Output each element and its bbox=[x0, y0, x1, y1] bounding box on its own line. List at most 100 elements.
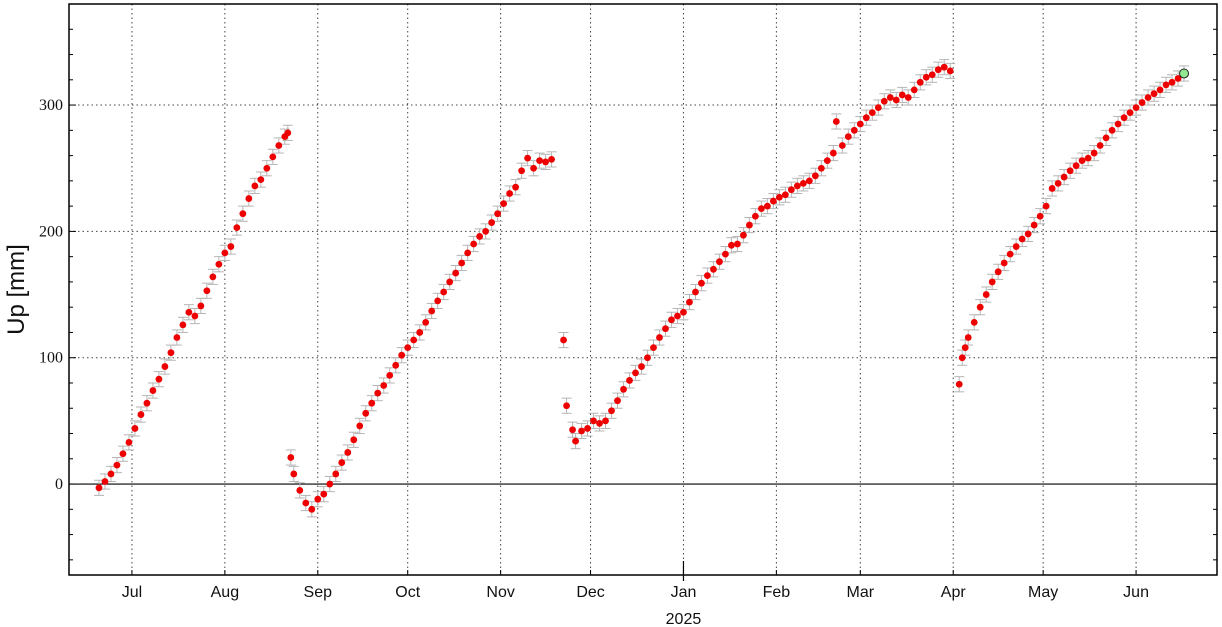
data-point bbox=[197, 302, 205, 310]
data-point bbox=[155, 375, 163, 383]
data-point bbox=[632, 369, 639, 377]
data-point bbox=[757, 205, 765, 213]
data-point bbox=[452, 269, 460, 277]
data-point bbox=[512, 183, 520, 191]
data-point bbox=[458, 259, 466, 267]
x-tick-label: Dec bbox=[576, 584, 604, 601]
data-point bbox=[440, 288, 448, 296]
data-point bbox=[284, 129, 292, 137]
data-point bbox=[482, 227, 490, 235]
y-tick-label: 200 bbox=[39, 223, 63, 240]
x-tick-label: Feb bbox=[763, 584, 791, 601]
data-point bbox=[722, 250, 729, 258]
data-point bbox=[227, 243, 235, 250]
x-tick-label: Nov bbox=[486, 584, 514, 601]
data-point bbox=[221, 249, 229, 257]
data-point bbox=[1084, 154, 1092, 162]
data-point bbox=[1090, 149, 1098, 157]
y-tick-label: 0 bbox=[55, 476, 63, 493]
data-points bbox=[95, 63, 1190, 513]
data-point bbox=[862, 114, 870, 122]
data-point bbox=[287, 454, 295, 461]
data-point bbox=[886, 94, 894, 101]
data-point bbox=[422, 318, 430, 326]
data-point bbox=[380, 382, 388, 389]
data-point bbox=[362, 409, 370, 417]
data-point bbox=[239, 210, 247, 218]
data-point bbox=[446, 278, 454, 286]
data-point bbox=[811, 172, 819, 180]
data-point bbox=[955, 380, 963, 388]
data-point bbox=[464, 249, 472, 257]
data-point bbox=[578, 427, 585, 435]
data-point bbox=[392, 361, 400, 369]
data-point bbox=[781, 191, 789, 199]
data-point bbox=[680, 308, 687, 316]
data-point bbox=[805, 177, 813, 185]
data-point bbox=[752, 212, 759, 220]
data-point bbox=[734, 240, 741, 248]
data-point bbox=[668, 316, 675, 324]
data-point bbox=[416, 329, 424, 336]
data-point bbox=[823, 157, 831, 165]
data-point bbox=[1078, 157, 1086, 165]
data-point bbox=[799, 179, 807, 187]
data-point bbox=[500, 200, 508, 207]
data-point bbox=[1138, 99, 1146, 106]
x-axis-year-label: 2025 bbox=[666, 611, 702, 627]
data-point bbox=[904, 94, 912, 101]
data-point bbox=[179, 321, 187, 329]
data-point bbox=[1072, 162, 1080, 170]
data-point bbox=[970, 318, 978, 326]
data-point bbox=[563, 402, 570, 410]
data-point bbox=[638, 363, 645, 370]
x-tick-label: Sep bbox=[304, 584, 333, 601]
data-point bbox=[650, 344, 657, 352]
data-point bbox=[614, 397, 621, 405]
data-point bbox=[191, 312, 199, 320]
data-point bbox=[1060, 173, 1068, 181]
data-point bbox=[838, 142, 846, 149]
data-point bbox=[131, 425, 139, 432]
data-point bbox=[698, 279, 705, 287]
data-point bbox=[113, 461, 121, 469]
data-point bbox=[922, 73, 930, 81]
data-point bbox=[344, 449, 352, 456]
data-point bbox=[769, 197, 777, 205]
data-point bbox=[662, 325, 669, 333]
data-point bbox=[296, 486, 304, 494]
data-point bbox=[290, 470, 298, 478]
data-point bbox=[428, 307, 436, 315]
data-point bbox=[692, 288, 699, 296]
data-point bbox=[868, 109, 876, 117]
data-point bbox=[374, 389, 382, 397]
data-point bbox=[548, 155, 555, 163]
x-tick-label: Oct bbox=[395, 584, 420, 601]
data-point bbox=[161, 363, 169, 370]
data-point bbox=[832, 118, 840, 125]
data-point bbox=[524, 154, 532, 162]
data-point bbox=[143, 399, 151, 407]
data-point bbox=[233, 224, 241, 231]
data-point bbox=[740, 231, 747, 239]
data-point bbox=[940, 63, 948, 71]
data-point bbox=[1018, 235, 1026, 243]
data-point bbox=[1030, 221, 1038, 229]
data-point bbox=[167, 349, 175, 357]
y-axis-title: Up [mm] bbox=[3, 244, 30, 335]
data-point bbox=[880, 97, 888, 105]
data-point bbox=[332, 470, 340, 478]
data-point bbox=[964, 334, 972, 341]
data-point bbox=[569, 426, 576, 434]
data-point bbox=[946, 67, 954, 75]
data-point bbox=[1174, 75, 1182, 82]
data-point bbox=[958, 354, 966, 362]
data-point bbox=[1132, 104, 1140, 111]
data-point bbox=[608, 407, 615, 415]
data-point bbox=[856, 120, 864, 128]
data-point bbox=[775, 193, 783, 201]
data-point bbox=[263, 164, 271, 172]
data-point bbox=[320, 490, 328, 498]
data-point bbox=[674, 312, 681, 320]
